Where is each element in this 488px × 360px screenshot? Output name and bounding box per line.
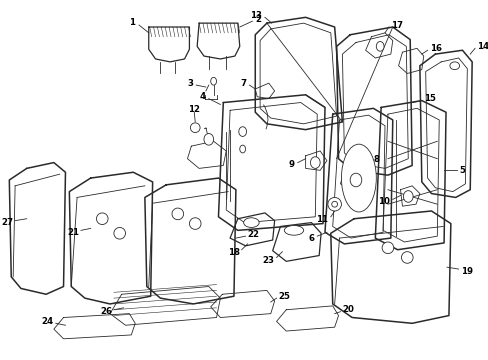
Ellipse shape (349, 173, 361, 187)
Ellipse shape (210, 77, 216, 85)
Ellipse shape (449, 62, 459, 69)
Text: 9: 9 (288, 160, 294, 169)
Text: 12: 12 (188, 105, 200, 114)
Text: 19: 19 (460, 266, 471, 275)
Text: 3: 3 (187, 79, 193, 88)
Text: 13: 13 (249, 11, 262, 20)
Text: 14: 14 (476, 42, 488, 51)
Text: 10: 10 (377, 197, 389, 206)
Ellipse shape (243, 218, 259, 228)
Ellipse shape (341, 144, 376, 212)
Ellipse shape (172, 208, 183, 220)
Ellipse shape (331, 201, 337, 207)
Text: 2: 2 (255, 15, 261, 24)
Text: 24: 24 (41, 317, 54, 326)
Ellipse shape (189, 218, 201, 229)
Ellipse shape (401, 252, 412, 263)
Text: 22: 22 (247, 230, 259, 239)
Ellipse shape (310, 157, 320, 168)
Ellipse shape (203, 134, 213, 145)
Ellipse shape (327, 197, 341, 211)
Text: 23: 23 (262, 256, 274, 265)
Ellipse shape (403, 191, 412, 202)
Text: 5: 5 (459, 166, 465, 175)
Text: 25: 25 (278, 292, 290, 301)
Text: 15: 15 (423, 94, 435, 103)
Text: 20: 20 (342, 305, 354, 314)
Text: 26: 26 (100, 307, 112, 316)
Text: 6: 6 (308, 234, 314, 243)
Ellipse shape (239, 145, 245, 153)
Ellipse shape (381, 242, 393, 253)
Text: 17: 17 (390, 21, 402, 30)
Ellipse shape (284, 225, 303, 235)
Text: 7: 7 (240, 79, 246, 88)
Ellipse shape (114, 228, 125, 239)
Ellipse shape (190, 123, 200, 132)
Text: 21: 21 (67, 228, 79, 237)
Text: 4: 4 (199, 92, 205, 101)
Text: 18: 18 (227, 248, 239, 257)
Text: 1: 1 (129, 18, 135, 27)
Text: 11: 11 (315, 215, 327, 224)
Text: 27: 27 (1, 218, 13, 227)
Text: 8: 8 (373, 155, 379, 164)
Ellipse shape (238, 127, 246, 136)
Text: 16: 16 (428, 44, 441, 53)
Ellipse shape (376, 41, 383, 51)
Ellipse shape (96, 213, 108, 225)
